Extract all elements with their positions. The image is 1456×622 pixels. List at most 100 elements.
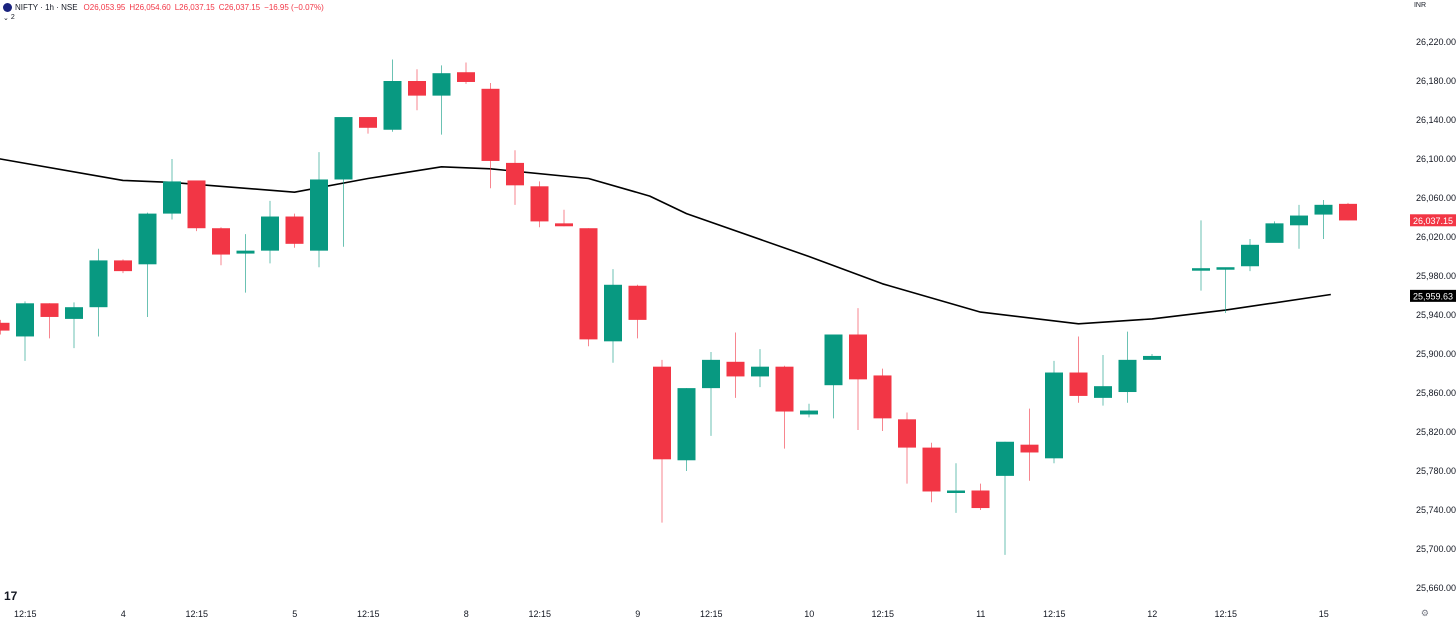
candle-body: [1143, 355, 1161, 360]
candle-body: [849, 334, 867, 380]
candle[interactable]: [432, 65, 451, 135]
candle[interactable]: [1265, 221, 1284, 243]
candle[interactable]: [334, 117, 353, 247]
candle[interactable]: [604, 269, 622, 363]
candle[interactable]: [775, 365, 794, 449]
settings-gear-icon[interactable]: ⚙: [1420, 608, 1429, 618]
y-tick-label: 25,820.00: [1416, 427, 1456, 437]
candle-body: [726, 361, 745, 377]
candle[interactable]: [971, 483, 990, 510]
candle[interactable]: [873, 368, 892, 432]
candle[interactable]: [481, 82, 500, 189]
candle[interactable]: [1290, 204, 1308, 249]
candle[interactable]: [236, 234, 255, 293]
candle[interactable]: [922, 442, 941, 503]
candle[interactable]: [898, 412, 916, 484]
price-labels: 26,037.15 25,959.63: [1410, 214, 1456, 302]
candle[interactable]: [383, 59, 402, 132]
candle-body: [1118, 359, 1137, 393]
price-axis[interactable]: 25,660.00 25,700.00 25,740.00 25,780.00 25,8…: [1416, 37, 1456, 593]
candle[interactable]: [1020, 408, 1039, 481]
candle[interactable]: [1314, 199, 1333, 239]
indicators-toggle[interactable]: ⌄ 2: [3, 14, 15, 22]
candle[interactable]: [310, 152, 328, 268]
symbol-logo-icon: [3, 2, 12, 12]
candle[interactable]: [555, 209, 573, 227]
candle[interactable]: [65, 302, 83, 349]
candle-body: [898, 419, 916, 448]
candle[interactable]: [653, 359, 671, 523]
candle[interactable]: [579, 228, 598, 347]
candle-body: [530, 186, 549, 222]
candle-body: [359, 117, 377, 128]
tradingview-logo-icon: 17: [4, 589, 18, 603]
x-tick-label: 12:15: [14, 609, 37, 619]
candle[interactable]: [40, 303, 59, 339]
candle-body: [971, 490, 990, 509]
candle-body: [506, 162, 524, 186]
candle[interactable]: [1094, 354, 1112, 406]
symbol-title[interactable]: NIFTY · 1h · NSE: [15, 2, 78, 12]
candle[interactable]: [16, 301, 34, 361]
candle[interactable]: [457, 62, 475, 84]
candle-body: [1069, 372, 1088, 396]
close-value: C26,037.15: [218, 2, 261, 12]
candle-body: [1192, 268, 1210, 271]
candle[interactable]: [261, 200, 279, 264]
x-tick-label: 8: [464, 609, 469, 619]
candle[interactable]: [187, 180, 206, 232]
open-value: O26,053.95: [83, 2, 126, 12]
candle[interactable]: [702, 352, 720, 436]
candle[interactable]: [726, 332, 745, 398]
candle[interactable]: [114, 259, 132, 274]
candle[interactable]: [285, 213, 304, 248]
candle[interactable]: [849, 308, 867, 431]
x-tick-label: 5: [292, 609, 297, 619]
candle-body: [922, 447, 941, 492]
candle-body: [334, 117, 353, 180]
candle[interactable]: [1241, 238, 1259, 272]
high-value: H26,054.60: [129, 2, 171, 12]
candle[interactable]: [408, 69, 426, 111]
x-tick-label: 12:15: [185, 609, 208, 619]
candle[interactable]: [947, 463, 965, 513]
candle[interactable]: [677, 388, 696, 471]
candle-body: [432, 73, 451, 96]
candle[interactable]: [1192, 220, 1210, 291]
candle-body: [1216, 267, 1235, 270]
candle[interactable]: [1143, 354, 1161, 360]
candle[interactable]: [1216, 267, 1235, 314]
candle[interactable]: [996, 441, 1014, 555]
currency-label[interactable]: INR: [1413, 2, 1426, 9]
candle[interactable]: [628, 284, 647, 339]
candle[interactable]: [1339, 202, 1357, 221]
candle-body: [1241, 244, 1259, 267]
candle[interactable]: [1045, 360, 1063, 464]
price-label-text: 26,037.15: [1413, 216, 1453, 226]
y-tick-label: 26,220.00: [1416, 37, 1456, 47]
candle[interactable]: [1118, 331, 1137, 403]
candle[interactable]: [751, 349, 769, 388]
time-axis[interactable]: 12:15 4 12:15 5 12:15 8 12:15 9 12:15 10 12:15 11 12…: [14, 609, 1329, 619]
candle[interactable]: [800, 403, 818, 418]
candle[interactable]: [506, 150, 524, 205]
x-tick-label: 9: [635, 609, 640, 619]
y-tick-label: 26,140.00: [1416, 115, 1456, 125]
price-label: 25,959.63: [1410, 289, 1456, 302]
candle[interactable]: [0, 319, 10, 335]
candle-body: [653, 366, 671, 460]
price-label-text: 25,959.63: [1413, 291, 1453, 301]
candle[interactable]: [163, 159, 181, 220]
candle[interactable]: [89, 248, 108, 337]
x-tick-label: 10: [804, 609, 814, 619]
candle[interactable]: [824, 334, 843, 419]
candle[interactable]: [212, 227, 230, 266]
candle[interactable]: [1069, 336, 1088, 403]
candle[interactable]: [138, 212, 157, 317]
candle-body: [457, 72, 475, 82]
x-tick-label: 12:15: [528, 609, 551, 619]
candle[interactable]: [530, 181, 549, 228]
y-tick-label: 25,700.00: [1416, 544, 1456, 554]
candle[interactable]: [359, 117, 377, 134]
